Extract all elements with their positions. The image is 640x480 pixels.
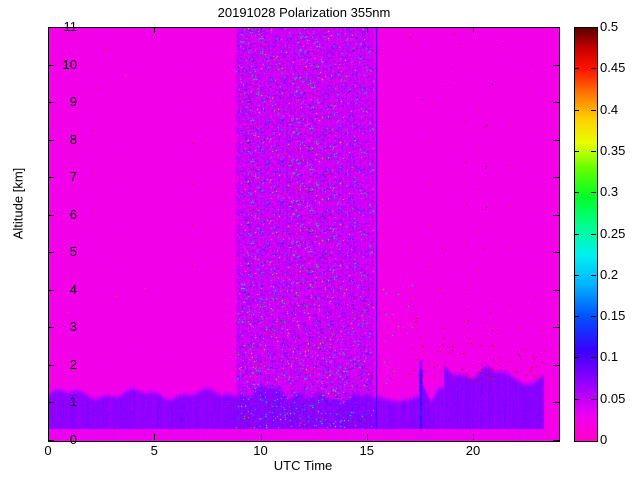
colorbar-tick-mark-right (591, 27, 596, 28)
colorbar-tick-mark (574, 357, 579, 359)
heatmap-canvas (49, 28, 559, 441)
x-tick-mark (154, 434, 156, 440)
colorbar-tick-label: 0.2 (600, 266, 619, 282)
y-tick-mark (48, 364, 54, 366)
colorbar-gradient (575, 28, 597, 441)
colorbar-tick-label: 0 (600, 432, 608, 447)
y-tick-mark-right (553, 139, 559, 141)
colorbar-tick-mark-right (591, 150, 596, 152)
y-tick-label: 11 (63, 19, 78, 34)
colorbar-tick-mark (574, 233, 579, 235)
y-tick-mark (48, 214, 54, 216)
y-tick-mark-right (553, 27, 559, 28)
x-tick-mark-top (48, 27, 49, 33)
y-tick-label: 10 (62, 56, 77, 72)
y-tick-mark-right (553, 64, 559, 66)
x-tick-mark-top (366, 27, 368, 33)
colorbar-tick-label: 0.25 (600, 225, 626, 241)
colorbar-tick-label: 0.45 (600, 60, 626, 76)
x-axis-label: UTC Time (273, 458, 333, 473)
x-tick-mark-top (260, 27, 262, 33)
colorbar-tick-label: 0.3 (600, 184, 619, 200)
y-tick-label: 9 (69, 94, 77, 110)
y-tick-mark (48, 252, 54, 254)
y-tick-mark-right (553, 327, 559, 329)
y-tick-mark-right (553, 252, 559, 254)
colorbar-tick-label: 0.5 (600, 19, 619, 34)
x-tick-label: 10 (253, 443, 268, 458)
colorbar-tick-mark (574, 109, 579, 111)
y-tick-mark (48, 64, 54, 66)
colorbar-tick-mark-right (591, 274, 596, 276)
y-tick-mark (48, 27, 54, 28)
y-tick-mark-right (553, 177, 559, 179)
colorbar-tick-label: 0.4 (600, 101, 619, 117)
colorbar-tick-mark (574, 150, 579, 152)
x-tick-label: 15 (359, 443, 374, 458)
y-tick-mark (48, 102, 54, 104)
y-tick-mark-right (553, 214, 559, 216)
y-tick-mark (48, 402, 54, 404)
x-tick-mark (366, 434, 368, 440)
colorbar (574, 27, 598, 442)
colorbar-tick-mark-right (591, 398, 596, 400)
colorbar-tick-mark (574, 27, 579, 28)
colorbar-tick-mark-right (591, 68, 596, 70)
y-tick-label: 6 (69, 206, 77, 222)
colorbar-tick-label: 0.1 (600, 349, 619, 365)
y-tick-label: 7 (69, 169, 77, 185)
y-tick-label: 0 (69, 432, 77, 447)
x-tick-mark (260, 434, 262, 440)
x-tick-mark (48, 434, 49, 440)
x-tick-mark-top (473, 27, 474, 33)
y-tick-mark-right (553, 364, 559, 366)
y-tick-label: 1 (69, 394, 77, 410)
colorbar-tick-mark (574, 398, 579, 400)
x-tick-mark (473, 434, 474, 440)
colorbar-tick-mark-right (591, 357, 596, 359)
colorbar-tick-mark-right (591, 109, 596, 111)
colorbar-tick-mark-right (591, 316, 596, 318)
colorbar-tick-label: 0.35 (600, 142, 626, 158)
y-tick-mark (48, 177, 54, 179)
y-tick-mark (48, 289, 54, 291)
x-tick-label: 5 (150, 443, 158, 458)
x-tick-label: 0 (44, 443, 52, 458)
y-axis-label: Altitude [km] (10, 167, 26, 240)
y-tick-mark (48, 327, 54, 329)
colorbar-tick-label: 0.05 (600, 390, 626, 406)
y-tick-label: 5 (69, 244, 77, 260)
colorbar-tick-mark-right (591, 233, 596, 235)
y-tick-label: 2 (69, 356, 77, 372)
chart-title: 20191028 Polarization 355nm (217, 5, 391, 20)
colorbar-tick-mark-right (591, 192, 596, 194)
colorbar-tick-label: 0.15 (600, 308, 626, 324)
colorbar-tick-mark (574, 274, 579, 276)
y-tick-label: 3 (69, 319, 77, 335)
y-tick-label: 4 (69, 281, 77, 297)
x-tick-mark-top (154, 27, 156, 33)
y-tick-mark-right (553, 289, 559, 291)
colorbar-tick-mark (574, 192, 579, 194)
y-tick-label: 8 (69, 131, 77, 147)
colorbar-tick-mark (574, 316, 579, 318)
y-tick-mark (48, 139, 54, 141)
y-tick-mark-right (553, 440, 559, 441)
colorbar-tick-mark (574, 68, 579, 70)
plot-area (48, 27, 560, 442)
y-tick-mark-right (553, 402, 559, 404)
y-tick-mark-right (553, 102, 559, 104)
y-tick-mark (48, 440, 54, 441)
x-tick-label: 20 (465, 443, 481, 458)
